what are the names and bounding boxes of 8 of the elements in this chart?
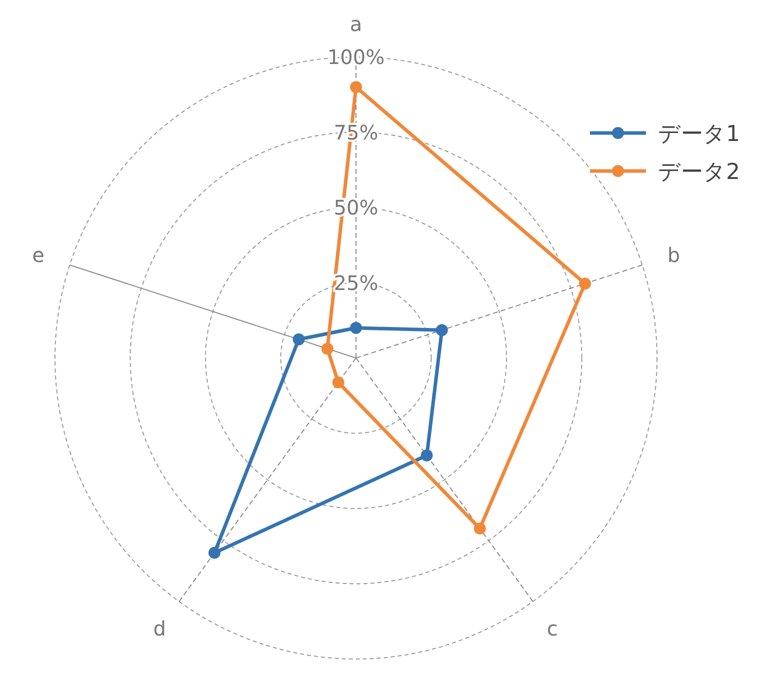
spoke-label: e [32,242,44,267]
spoke-label: c [546,616,558,640]
spoke-label: b [667,242,680,267]
legend-label: データ1 [658,122,740,147]
spoke-label: d [153,616,166,640]
legend-label: データ2 [658,160,740,185]
spoke-label: a [350,12,362,36]
y-tick-label: 100% [327,45,385,69]
